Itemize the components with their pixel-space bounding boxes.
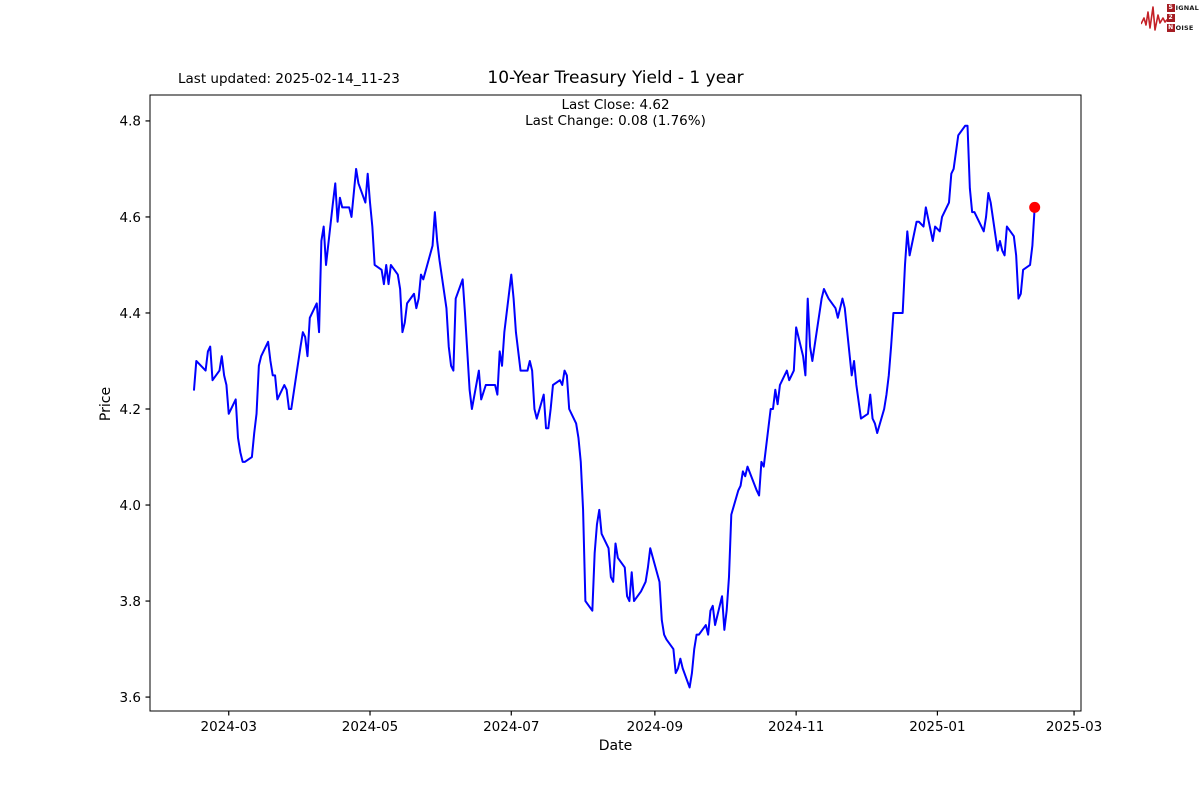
logo-row-signal: S IGNAL bbox=[1166, 4, 1199, 12]
last-close-marker bbox=[1029, 201, 1041, 213]
logo-letter-2: 2 bbox=[1166, 14, 1175, 22]
y-tick-label: 4.4 bbox=[120, 306, 141, 322]
waveform-icon bbox=[1140, 6, 1171, 31]
y-tick-label: 4.8 bbox=[120, 114, 141, 130]
price-line bbox=[193, 124, 1036, 689]
x-tick-label: 2024-05 bbox=[342, 719, 398, 735]
y-tick-label: 4.2 bbox=[120, 402, 141, 418]
x-axis-label: Date bbox=[598, 738, 633, 754]
x-tick-label: 2024-03 bbox=[201, 719, 257, 735]
x-tick-label: 2025-01 bbox=[909, 719, 965, 735]
logo-row-2: 2 bbox=[1166, 14, 1199, 23]
last-close-text: Last Close: 4.62 bbox=[561, 97, 670, 113]
last-updated-text: Last updated: 2025-02-14_11-23 bbox=[178, 71, 400, 87]
x-tick-label: 2024-09 bbox=[627, 719, 683, 735]
y-axis-label: Price bbox=[98, 386, 114, 422]
x-tick-label: 2024-11 bbox=[768, 719, 824, 735]
axes-spines bbox=[149, 94, 1082, 712]
logo-letter-s: S bbox=[1166, 4, 1175, 12]
logo-letter-n: N bbox=[1166, 24, 1175, 32]
y-tick-label: 3.8 bbox=[120, 594, 141, 610]
y-tick-label: 4.6 bbox=[120, 210, 141, 226]
signal2noise-logo: S IGNAL 2 N OISE bbox=[1140, 3, 1199, 33]
logo-text: S IGNAL 2 N OISE bbox=[1166, 4, 1199, 33]
chart-title: 10-Year Treasury Yield - 1 year bbox=[487, 68, 744, 88]
logo-row-noise: N OISE bbox=[1166, 24, 1194, 32]
y-tick-label: 3.6 bbox=[120, 690, 141, 706]
y-tick-label: 4.0 bbox=[120, 498, 141, 514]
x-tick-label: 2025-03 bbox=[1046, 719, 1102, 735]
last-change-text: Last Change: 0.08 (1.76%) bbox=[525, 113, 706, 129]
x-tick-label: 2024-07 bbox=[483, 719, 539, 735]
